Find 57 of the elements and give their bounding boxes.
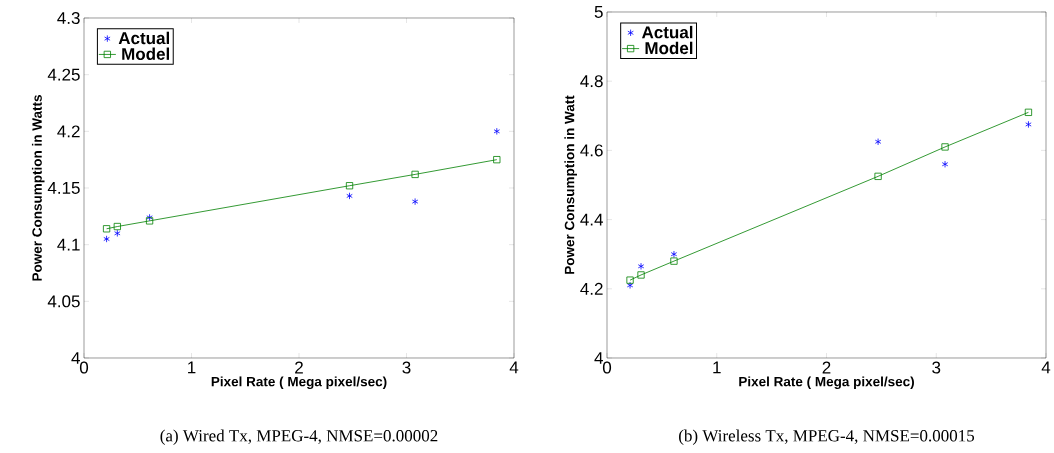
y-tick-label: 4.05 — [47, 295, 80, 308]
point — [103, 235, 110, 243]
x-axis-title: Pixel Rate ( Mega pixel/sec) — [211, 376, 387, 390]
point — [145, 217, 154, 225]
y-tick-label: 4.15 — [47, 182, 80, 194]
legend-label: Actual — [118, 31, 170, 45]
point — [493, 127, 500, 135]
point — [411, 198, 419, 206]
point — [493, 156, 501, 164]
text: (a) Wired Tx, MPEG-4, NMSE=0.00002 — [160, 429, 438, 445]
x-tick-label: 0 — [602, 361, 612, 374]
x-tick-label: 4 — [1041, 361, 1051, 374]
y-tick-label: 5 — [594, 6, 603, 18]
point — [637, 271, 645, 279]
y-tick-label: 4.25 — [47, 68, 80, 81]
point — [637, 262, 645, 270]
y-tick-label: 4 — [594, 352, 603, 364]
text: (b) Wireless Tx, MPEG-4, NMSE=0.00015 — [679, 429, 975, 445]
point — [113, 222, 121, 231]
point — [346, 192, 353, 200]
x-tick-label: 4 — [509, 361, 519, 374]
y-axis-title: Power Consumption in Watts — [31, 95, 45, 281]
point — [874, 172, 882, 180]
x-tick-label: 0 — [79, 361, 89, 374]
point — [670, 250, 678, 258]
y-tick-label: 4.2 — [580, 282, 603, 295]
point — [941, 143, 949, 151]
legend-label: Actual — [641, 25, 693, 39]
y-tick-label: 4.8 — [580, 75, 603, 88]
x-axis-title: Pixel Rate ( Mega pixel/sec) — [739, 376, 914, 390]
point — [1025, 120, 1032, 129]
x-tick-label: 2 — [295, 361, 303, 374]
y-tick-label: 4.2 — [57, 125, 80, 138]
y-tick-label: 4 — [71, 352, 80, 364]
y-tick-label: 4.6 — [580, 144, 603, 157]
x-tick-label: 3 — [932, 361, 941, 374]
y-tick-label: 4.4 — [580, 213, 603, 226]
point — [670, 257, 678, 265]
point — [102, 225, 111, 233]
point — [345, 182, 354, 190]
y-axis-title: Power Consumption in Watt — [564, 95, 577, 274]
point — [874, 138, 882, 146]
x-tick-label: 3 — [402, 361, 411, 374]
point — [411, 170, 419, 178]
legend-label: Model — [122, 47, 170, 61]
x-tick-label: 1 — [188, 361, 196, 374]
point — [1024, 108, 1033, 116]
point — [941, 160, 949, 168]
x-tick-label: 2 — [822, 361, 831, 374]
point — [626, 276, 634, 284]
y-tick-label: 4.3 — [57, 11, 80, 25]
point — [626, 281, 634, 289]
point — [146, 213, 153, 222]
point — [114, 229, 121, 237]
legend-label: Model — [645, 41, 693, 55]
x-tick-label: 1 — [713, 361, 721, 374]
y-tick-label: 4.1 — [57, 238, 80, 251]
